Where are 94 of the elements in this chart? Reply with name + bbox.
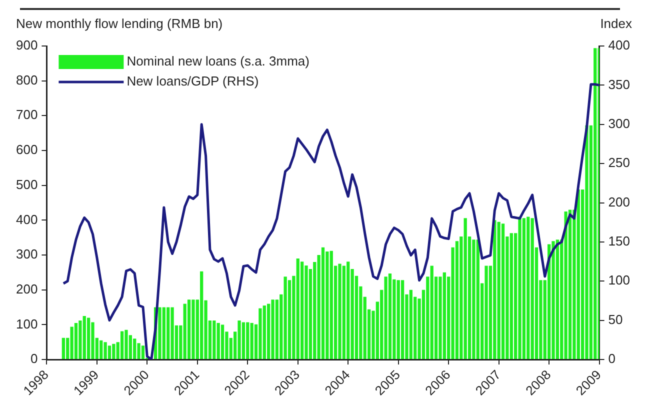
bar xyxy=(442,272,446,360)
bar xyxy=(594,48,597,360)
bar xyxy=(568,210,572,360)
y2-tick-label: 50 xyxy=(608,312,623,327)
y-tick-label: 900 xyxy=(16,38,38,53)
y-tick-label: 700 xyxy=(16,107,38,122)
y-axis-title: New monthly flow lending (RMB bn) xyxy=(16,16,223,31)
bar xyxy=(112,344,116,360)
y2-tick-label: 300 xyxy=(608,116,630,131)
bar xyxy=(62,338,66,360)
bar xyxy=(396,280,400,360)
bar xyxy=(242,322,246,360)
bar xyxy=(384,276,388,360)
y2-tick-label: 350 xyxy=(608,76,630,92)
bar xyxy=(74,322,78,360)
bar xyxy=(409,290,412,360)
bar xyxy=(304,265,308,360)
bar xyxy=(598,48,600,360)
bar xyxy=(497,222,500,360)
bar xyxy=(162,307,166,360)
bar xyxy=(438,276,442,360)
bar xyxy=(472,240,476,360)
bar xyxy=(576,190,580,360)
bar xyxy=(284,276,287,360)
y-tick-label: 0 xyxy=(30,351,38,366)
bar xyxy=(124,330,128,360)
bar xyxy=(300,262,304,360)
bar xyxy=(100,340,103,360)
bar xyxy=(464,218,467,360)
bar xyxy=(330,250,333,360)
bar xyxy=(250,322,254,360)
y-tick-label: 400 xyxy=(16,212,38,227)
bar xyxy=(120,331,124,360)
bar xyxy=(564,211,568,360)
bar xyxy=(342,266,346,360)
bar xyxy=(70,326,74,360)
bar xyxy=(585,125,588,360)
bar xyxy=(166,307,170,360)
bar xyxy=(388,273,392,360)
bar xyxy=(526,216,530,360)
bar xyxy=(82,316,86,360)
bar xyxy=(86,318,90,360)
bar xyxy=(271,300,274,360)
bar xyxy=(522,218,526,360)
bar xyxy=(530,218,534,360)
y-tick-label: 200 xyxy=(16,281,38,296)
bar xyxy=(321,247,325,360)
bar xyxy=(493,220,496,360)
bar xyxy=(258,308,262,360)
bar xyxy=(430,266,434,360)
bar xyxy=(187,300,191,360)
bar xyxy=(552,241,555,360)
bar xyxy=(267,304,270,360)
bar xyxy=(216,322,220,360)
y-tick-label: 100 xyxy=(16,316,38,332)
bar xyxy=(238,320,241,360)
bar xyxy=(296,258,300,360)
bar xyxy=(141,346,145,360)
bar xyxy=(484,266,488,360)
bar xyxy=(346,262,350,360)
y-tick-label: 600 xyxy=(16,142,38,158)
bar xyxy=(220,324,224,360)
y2-tick-label: 100 xyxy=(608,272,630,288)
y2-axis-title: Index xyxy=(600,16,632,31)
bar xyxy=(476,240,480,360)
bar xyxy=(288,280,292,360)
bar xyxy=(556,240,560,360)
y2-tick-label: 400 xyxy=(608,38,630,53)
y2-tick-label: 150 xyxy=(608,234,630,249)
bar xyxy=(183,304,186,360)
legend-label: Nominal new loans (s.a. 3mma) xyxy=(126,54,310,69)
bar xyxy=(501,224,505,360)
bar xyxy=(212,320,216,360)
y-tick-label: 500 xyxy=(16,176,38,192)
bar xyxy=(104,342,107,360)
bar xyxy=(200,271,204,360)
y2-tick-label: 200 xyxy=(608,194,630,210)
legend-label: New loans/GDP (RHS) xyxy=(126,74,259,89)
bar xyxy=(338,264,342,360)
y2-tick-label: 0 xyxy=(608,351,616,366)
bar xyxy=(133,338,136,360)
bar xyxy=(400,280,404,360)
bar xyxy=(262,306,266,360)
y-tick-label: 300 xyxy=(16,246,38,262)
bar xyxy=(326,252,329,360)
bar xyxy=(510,233,513,360)
bar xyxy=(158,307,162,360)
bar xyxy=(108,346,112,360)
bar xyxy=(170,307,174,360)
y2-tick-label: 250 xyxy=(608,155,630,170)
bar xyxy=(518,216,522,360)
bar xyxy=(246,322,250,360)
bar xyxy=(192,300,195,360)
y-tick-label: 800 xyxy=(16,72,38,88)
